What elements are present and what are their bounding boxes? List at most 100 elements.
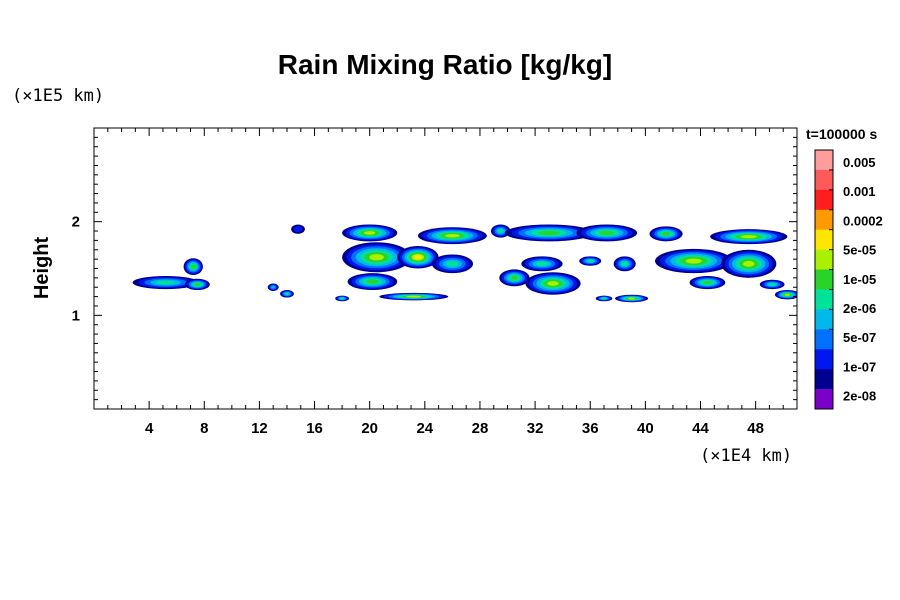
rain-cell-contour bbox=[293, 226, 303, 233]
rain-cell-contour bbox=[621, 261, 628, 266]
colorbar-label: 1e-07 bbox=[843, 359, 876, 374]
rain-cell bbox=[710, 229, 788, 245]
rain-cell bbox=[579, 256, 602, 266]
rain-cell bbox=[431, 254, 474, 274]
y-axis: 12 bbox=[72, 136, 797, 401]
rain-cell bbox=[342, 242, 412, 273]
rain-cell-contour bbox=[662, 232, 671, 236]
rain-cell bbox=[649, 226, 683, 242]
rain-cell-contour bbox=[768, 283, 776, 286]
rain-cell-contour bbox=[601, 297, 607, 300]
rain-cell-contour bbox=[369, 254, 384, 261]
rain-cell-contour bbox=[547, 281, 559, 286]
rain-cell-contour bbox=[285, 292, 289, 295]
x-tick-label: 20 bbox=[361, 420, 378, 437]
colorbar-label: 5e-05 bbox=[843, 243, 876, 258]
rain-cell-contour bbox=[740, 235, 757, 239]
rain-cell bbox=[342, 224, 398, 242]
rain-cell bbox=[280, 290, 294, 298]
x-axis: 4 8 12 16 20 24 28 32 36 40 44 48 bbox=[107, 128, 784, 437]
rain-cell-contour bbox=[156, 280, 176, 285]
rain-cell bbox=[521, 256, 563, 272]
rain-cell-contour bbox=[363, 231, 376, 235]
rain-cell-contour bbox=[340, 297, 345, 300]
rain-cell bbox=[499, 269, 530, 287]
colorbar-swatch bbox=[815, 269, 833, 290]
colorbar-swatch bbox=[815, 389, 833, 410]
colorbar-swatch bbox=[815, 229, 833, 250]
rain-cell bbox=[774, 290, 797, 300]
rain-cell bbox=[379, 292, 449, 301]
rain-cell bbox=[417, 227, 487, 245]
colorbar-label: 5e-07 bbox=[843, 330, 876, 345]
rain-cell bbox=[267, 283, 279, 291]
x-tick-label: 12 bbox=[251, 420, 268, 437]
colorbar-swatch bbox=[815, 349, 833, 370]
y-tick-label: 1 bbox=[72, 307, 80, 324]
rain-cell-contour bbox=[536, 261, 548, 266]
colorbar-frame bbox=[814, 149, 834, 410]
rain-cell bbox=[335, 295, 350, 302]
x-tick-label: 40 bbox=[637, 420, 654, 437]
x-tick-label: 44 bbox=[692, 420, 709, 437]
colorbar-swatch bbox=[815, 189, 833, 211]
rain-cell bbox=[613, 256, 636, 272]
colorbar-swatch bbox=[815, 329, 833, 350]
rain-cell bbox=[655, 248, 733, 274]
colorbar-label: 1e-05 bbox=[843, 272, 876, 287]
y-tick-label: 2 bbox=[72, 214, 80, 231]
colorbar: 0.005 0.001 0.0002 5e-05 1e-05 2e-06 5e-07 1e-0… bbox=[814, 149, 883, 410]
colorbar-label: 2e-06 bbox=[843, 301, 876, 316]
colorbar-label: 2e-08 bbox=[843, 389, 876, 404]
colorbar-label: 0.005 bbox=[843, 155, 876, 170]
colorbar-label: 0.0002 bbox=[843, 213, 883, 228]
rain-cell bbox=[615, 294, 649, 303]
rain-cell-contour bbox=[271, 285, 276, 289]
rain-cell-contour bbox=[599, 230, 615, 235]
x-tick-label: 24 bbox=[416, 420, 433, 437]
x-tick-label: 48 bbox=[747, 420, 764, 437]
rain-cell-contour bbox=[628, 297, 636, 300]
rain-cell-contour bbox=[414, 255, 422, 260]
rain-cell bbox=[689, 275, 726, 290]
time-label: t=100000 s bbox=[806, 126, 877, 142]
rain-cell-contour bbox=[497, 229, 504, 233]
rain-cell bbox=[347, 273, 398, 291]
rain-cell bbox=[397, 246, 439, 269]
rain-cell-contour bbox=[685, 258, 702, 264]
rain-cell-contour bbox=[194, 283, 201, 286]
rain-cell-contour bbox=[587, 259, 594, 263]
rain-cell bbox=[504, 224, 593, 242]
x-tick-label: 32 bbox=[527, 420, 544, 437]
rain-cell-contour bbox=[538, 230, 560, 235]
y-axis-label: Height bbox=[31, 237, 53, 300]
rain-cell-contour bbox=[510, 275, 519, 280]
colorbar-swatch bbox=[815, 369, 833, 390]
x-tick-label: 28 bbox=[472, 420, 489, 437]
x-tick-label: 4 bbox=[145, 420, 154, 437]
rain-cell bbox=[291, 224, 305, 234]
rain-cell bbox=[183, 258, 203, 276]
rain-cell-contour bbox=[784, 293, 790, 296]
rain-cell bbox=[490, 224, 511, 238]
rain-cell bbox=[184, 278, 210, 291]
x-tick-label: 16 bbox=[306, 420, 323, 437]
rain-cell bbox=[132, 275, 199, 290]
rain-cell bbox=[759, 279, 785, 290]
chart-title: Rain Mixing Ratio [kg/kg] bbox=[278, 49, 612, 80]
rain-cell bbox=[595, 295, 613, 302]
rain-cell bbox=[576, 224, 638, 242]
rain-cell-contour bbox=[406, 295, 422, 298]
rain-cell-contour bbox=[366, 279, 379, 284]
rain-cell-contour bbox=[445, 233, 460, 238]
colorbar-swatch bbox=[815, 289, 833, 310]
x-tick-label: 8 bbox=[200, 420, 208, 437]
colorbar-label: 0.001 bbox=[843, 184, 876, 199]
colorbar-swatch bbox=[815, 169, 833, 191]
rain-cell-contour bbox=[190, 264, 196, 269]
y-unit-label: (×1E5 km) bbox=[12, 86, 104, 106]
rain-cell-contour bbox=[703, 280, 712, 285]
colorbar-swatch bbox=[815, 150, 833, 171]
precipitation-cells bbox=[132, 224, 797, 303]
